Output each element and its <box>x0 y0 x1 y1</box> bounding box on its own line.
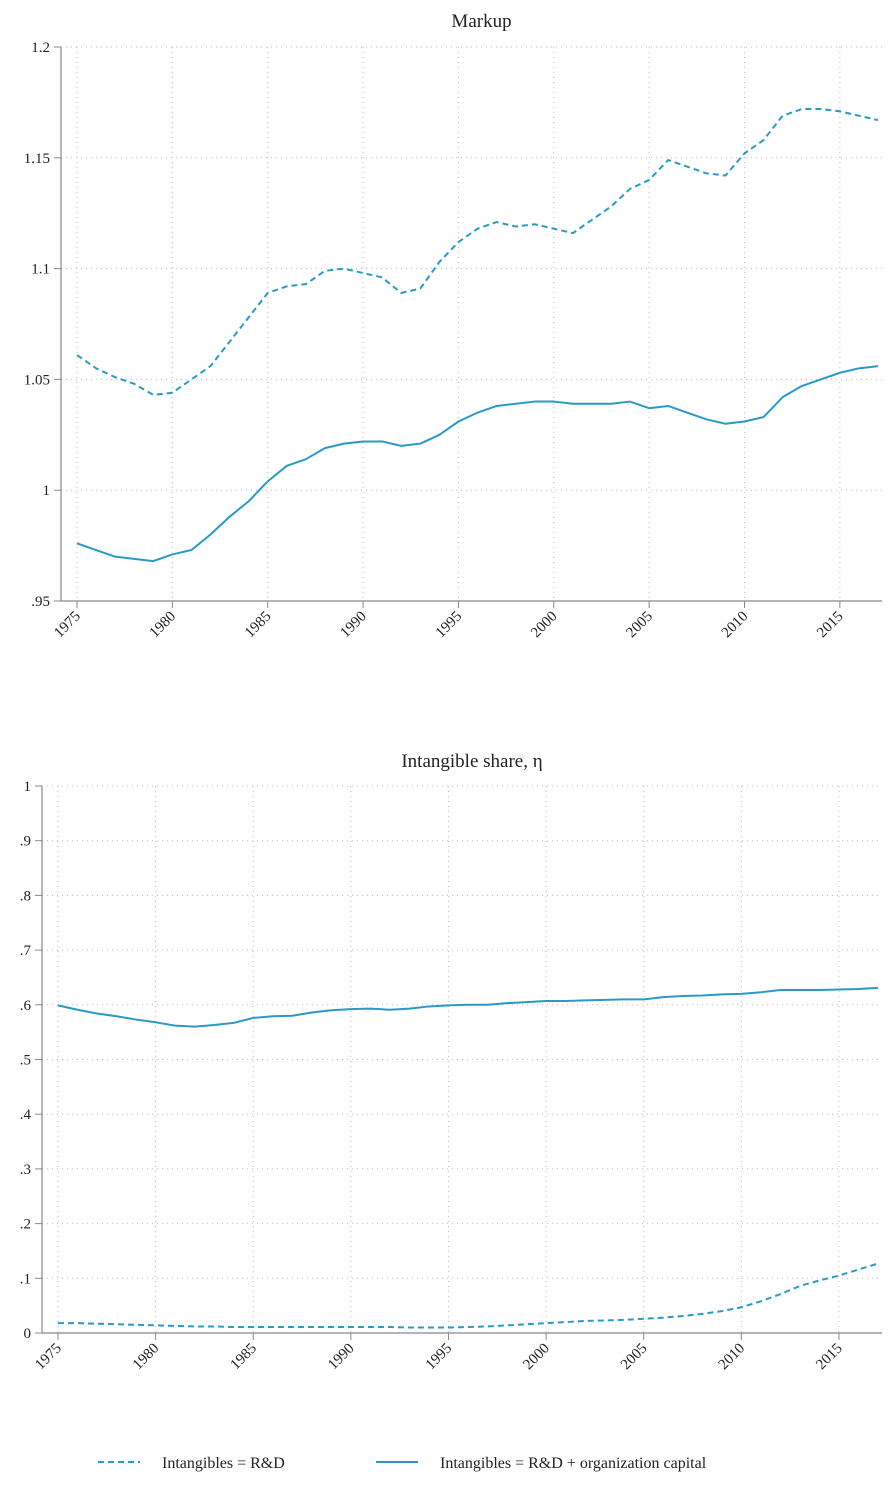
y-tick-label: .3 <box>20 1162 31 1178</box>
x-tick-label: 2015 <box>814 609 847 642</box>
y-tick-label: 1.15 <box>24 151 50 167</box>
y-tick-label: .95 <box>31 594 50 610</box>
y-tick-label: .8 <box>20 888 31 904</box>
x-tick-label: 1985 <box>242 609 275 642</box>
x-tick-label: 1980 <box>130 1341 163 1374</box>
y-tick-label: .5 <box>20 1053 31 1069</box>
x-tick-label: 2000 <box>528 609 561 642</box>
y-tick-label: 1.05 <box>24 372 50 388</box>
intangible-share-panel: Intangible share, η 0 .1 .2 .3 .4 .5 .6 .7 .8 .9 1 1… <box>20 751 882 1373</box>
x-tick-label: 1985 <box>228 1341 261 1374</box>
markup-series-rd-line <box>76 108 879 396</box>
y-tick-label: 1.1 <box>31 262 50 278</box>
x-tick-label: 2000 <box>520 1341 553 1374</box>
x-tick-label: 1990 <box>337 609 370 642</box>
legend: Intangibles = R&D Intangibles = R&D + or… <box>98 1455 707 1472</box>
x-tick-label: 1980 <box>147 609 180 642</box>
x-tick-label: 2015 <box>813 1341 846 1374</box>
y-tick-label: 0 <box>24 1326 32 1342</box>
y-tick-label: 1 <box>24 779 32 795</box>
y-tick-label: .4 <box>20 1107 32 1123</box>
x-tick-label: 1990 <box>325 1341 358 1374</box>
markup-panel: Markup .95 1 1.05 1.1 1.15 1.2 1975 1980 1985 1990… <box>24 11 882 641</box>
legend-label-rd: Intangibles = R&D <box>162 1455 285 1472</box>
markup-title: Markup <box>451 11 511 32</box>
y-tick-label: .9 <box>20 834 31 850</box>
x-tick-label: 2005 <box>623 609 656 642</box>
y-tick-label: .7 <box>20 943 32 959</box>
intangible-share-title: Intangible share, η <box>401 751 542 772</box>
x-tick-label: 1995 <box>433 609 466 642</box>
x-tick-label: 1975 <box>51 609 84 642</box>
x-tick-label: 2005 <box>618 1341 651 1374</box>
x-tick-label: 2010 <box>719 609 752 642</box>
y-tick-label: .2 <box>20 1217 31 1233</box>
intangible-share-series-rd-org-capital-line <box>57 986 879 1028</box>
y-tick-label: 1 <box>43 483 51 499</box>
y-tick-label: .6 <box>20 998 32 1014</box>
x-tick-label: 1995 <box>423 1341 456 1374</box>
x-tick-label: 1975 <box>32 1341 65 1374</box>
intangible-share-series-rd-line <box>58 1262 879 1329</box>
x-tick-label: 2010 <box>716 1341 749 1374</box>
markup-series-rd-org-capital-line <box>76 365 879 563</box>
y-tick-label: 1.2 <box>31 40 50 56</box>
y-tick-label: .1 <box>20 1271 31 1287</box>
legend-label-rd-org-capital: Intangibles = R&D + organization capital <box>440 1455 707 1472</box>
